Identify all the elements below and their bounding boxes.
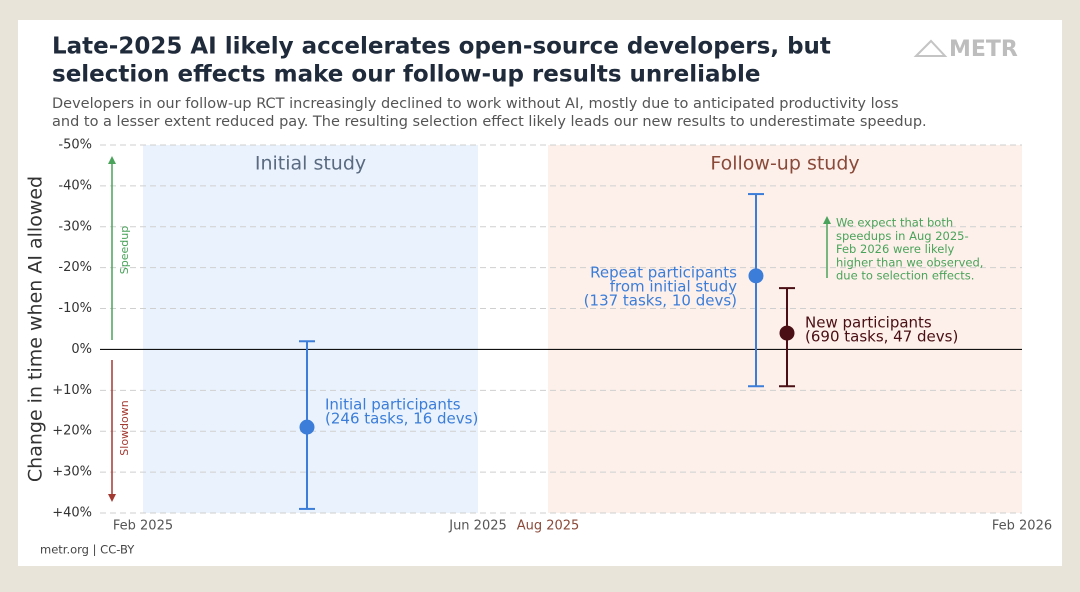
y-tick-label: +30% [52,465,92,480]
y-tick-label: -20% [58,260,92,275]
annotation: We expect that both [836,216,953,230]
source: metr.org | CC-BY [40,543,135,557]
y-tick-label: +20% [52,424,92,439]
title: selection effects make our follow-up res… [52,62,760,88]
subtitle: Developers in our follow-up RCT increasi… [52,96,899,112]
y-tick-label: +10% [52,383,92,398]
point [748,268,764,284]
point-label: (690 tasks, 47 devs) [805,328,958,346]
point-label: (137 tasks, 10 devs) [584,292,737,310]
slowdown-label: Slowdown [118,400,131,455]
slowdown-arrowhead [108,494,116,502]
point-label: New participants [805,314,932,332]
annotation: Feb 2026 were likely [836,242,955,256]
x-tick-label: Feb 2025 [113,519,173,534]
region [143,145,478,513]
annotation: speedups in Aug 2025- [836,229,969,243]
speedup-arrowhead [108,156,116,164]
x-tick-label: Jun 2025 [448,519,507,534]
point-label: Initial participants [325,396,461,414]
y-tick-label: 0% [71,342,92,357]
annotation: due to selection effects. [836,269,974,283]
region-label: Follow-up study [710,153,859,175]
x-tick-label: Aug 2025 [517,519,580,534]
point [299,419,315,435]
logo: METR [949,37,1018,62]
y-axis-label: Change in time when AI allowed [25,176,47,482]
point-label: (246 tasks, 16 devs) [325,410,478,428]
point-label: from initial study [610,278,737,296]
speedup-label: Speedup [118,226,131,274]
annotation-arrowhead [823,216,831,224]
y-tick-label: -30% [58,219,92,234]
y-tick-label: -50% [58,138,92,153]
logo-mark [913,39,948,57]
x-tick-label: Feb 2026 [992,519,1052,534]
y-tick-label: -40% [58,178,92,193]
y-tick-label: -10% [58,301,92,316]
annotation: higher than we observed, [836,255,983,269]
y-tick-label: +40% [52,506,92,521]
region-label: Initial study [255,153,366,175]
title: Late-2025 AI likely accelerates open-sou… [52,34,831,60]
subtitle: and to a lesser extent reduced pay. The … [52,114,927,130]
point [779,325,795,341]
point-label: Repeat participants [590,264,737,282]
